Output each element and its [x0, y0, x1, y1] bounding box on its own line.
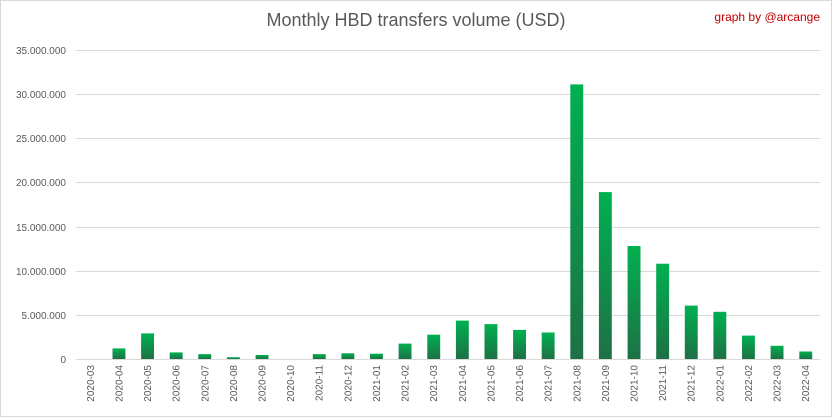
x-tick-label: 2020-10 [286, 365, 297, 402]
bar-2021-08 [570, 84, 584, 360]
x-tick-label: 2020-04 [114, 365, 125, 402]
x-tick-label: 2021-04 [458, 365, 469, 402]
x-tick-label: 2020-06 [172, 365, 183, 402]
bar-2021-02 [398, 343, 412, 359]
bar-2021-05 [484, 324, 498, 359]
x-tick-label: 2020-08 [229, 365, 240, 402]
y-tick-label: 10.000.000 [16, 267, 66, 278]
bars [112, 84, 813, 360]
x-axis-ticks: 2020-03 2020-04 2020-05 2020-06 2020-07 2020-… [86, 365, 812, 402]
x-tick-label: 2020-09 [258, 365, 269, 402]
x-tick-label: 2021-03 [429, 365, 440, 402]
x-tick-label: 2021-12 [687, 365, 698, 402]
x-tick-label: 2022-03 [773, 365, 784, 402]
bar-2022-01 [713, 311, 727, 359]
bar-2021-11 [656, 263, 670, 359]
x-tick-label: 2020-03 [86, 365, 97, 402]
y-tick-label: 0 [60, 355, 66, 366]
y-axis-ticks: 0 5.000.000 10.000.000 15.000.000 20.000.000… [16, 46, 67, 366]
y-tick-label: 25.000.000 [16, 134, 66, 145]
y-tick-label: 20.000.000 [16, 178, 66, 189]
bar-2021-01 [370, 353, 383, 359]
bar-2021-09 [598, 192, 612, 359]
bar-2021-10 [627, 246, 641, 359]
chart-credit: graph by @arcange [714, 10, 820, 24]
x-tick-label: 2021-06 [515, 365, 526, 402]
x-tick-label: 2021-08 [572, 365, 583, 402]
bar-2021-12 [684, 305, 698, 359]
bar-2020-12 [341, 353, 355, 359]
y-tick-label: 5.000.000 [22, 311, 67, 322]
x-tick-label: 2022-01 [715, 365, 726, 402]
bar-2020-08 [226, 357, 240, 359]
bar-2022-04 [799, 351, 813, 359]
x-tick-label: 2021-01 [372, 365, 383, 402]
x-tick-label: 2021-05 [486, 365, 497, 402]
x-tick-label: 2020-05 [143, 365, 154, 402]
y-tick-label: 30.000.000 [16, 90, 66, 101]
bar-2020-06 [169, 352, 183, 359]
bar-2022-02 [742, 335, 755, 359]
bar-2020-11 [312, 354, 326, 359]
bar-2020-09 [255, 355, 269, 359]
bar-2021-04 [455, 320, 469, 359]
x-tick-label: 2021-11 [658, 365, 669, 401]
x-tick-label: 2020-11 [315, 365, 326, 401]
bar-2021-07 [541, 332, 555, 359]
bar-2021-03 [427, 334, 441, 359]
y-tick-label: 15.000.000 [16, 223, 66, 234]
chart-title: Monthly HBD transfers volume (USD) [266, 10, 566, 30]
x-tick-label: 2021-09 [601, 365, 612, 402]
y-tick-label: 35.000.000 [16, 46, 66, 57]
bar-2020-04 [112, 348, 126, 359]
gridlines [76, 50, 820, 360]
bar-2022-03 [770, 345, 784, 359]
x-tick-label: 2022-02 [744, 365, 755, 402]
bar-2021-06 [513, 329, 526, 359]
bar-2020-07 [198, 354, 212, 359]
x-tick-label: 2020-07 [200, 365, 211, 402]
x-tick-label: 2021-10 [630, 365, 641, 402]
x-tick-label: 2020-12 [343, 365, 354, 402]
x-tick-label: 2021-07 [544, 365, 555, 402]
bar-2020-05 [141, 333, 154, 359]
x-tick-label: 2021-02 [401, 365, 412, 402]
x-tick-label: 2022-04 [801, 365, 812, 402]
